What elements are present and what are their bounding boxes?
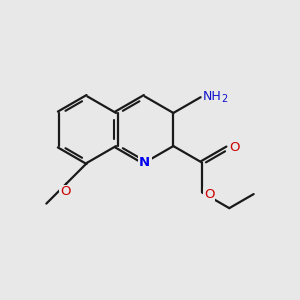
Text: O: O: [60, 185, 70, 198]
Text: O: O: [204, 188, 214, 201]
Text: 2: 2: [221, 94, 228, 104]
Text: NH: NH: [203, 90, 222, 103]
Text: N: N: [139, 156, 150, 169]
Text: O: O: [229, 141, 239, 154]
